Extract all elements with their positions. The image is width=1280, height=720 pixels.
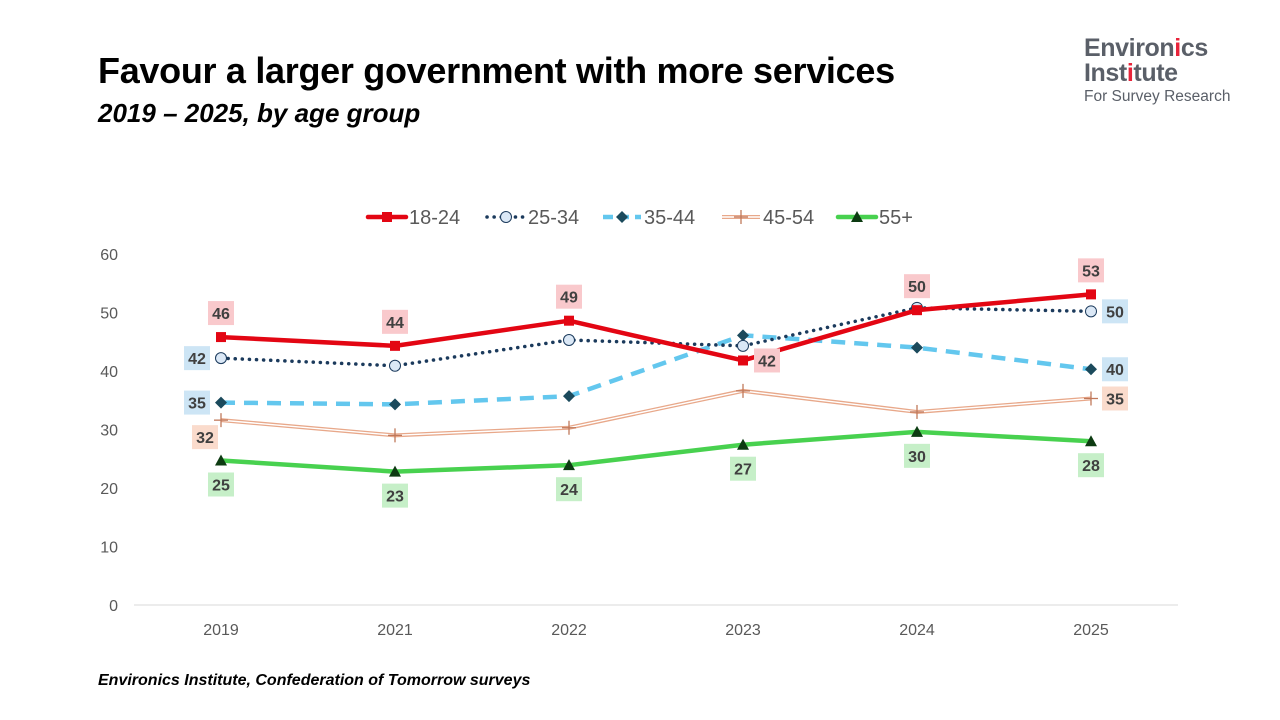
data-label-box bbox=[192, 425, 218, 450]
marker-square bbox=[1086, 289, 1096, 300]
chart-subtitle: 2019 – 2025, by age group bbox=[98, 98, 421, 128]
data-label: 42 bbox=[758, 353, 776, 370]
data-label-box bbox=[1078, 258, 1104, 283]
data-label: 53 bbox=[1082, 263, 1100, 280]
y-tick-label: 60 bbox=[100, 247, 118, 264]
marker-triangle bbox=[911, 425, 923, 437]
data-label-box bbox=[382, 309, 408, 334]
marker-circle bbox=[737, 339, 749, 352]
marker-diamond bbox=[737, 329, 749, 342]
marker-diamond bbox=[389, 398, 401, 411]
logo-text-environics: Environics bbox=[1084, 34, 1208, 62]
marker-square bbox=[390, 340, 400, 351]
data-label-box bbox=[1102, 386, 1128, 411]
logo-line-1: Environics bbox=[1084, 36, 1230, 61]
data-label-box bbox=[556, 477, 582, 502]
series-line-25-34 bbox=[219, 306, 1093, 368]
x-tick-label: 2025 bbox=[1073, 622, 1109, 639]
legend-label: 55+ bbox=[879, 207, 913, 229]
y-tick-label: 50 bbox=[100, 306, 118, 323]
environics-logo: Environics Institute For Survey Research bbox=[1084, 36, 1230, 107]
marker-square bbox=[738, 355, 748, 366]
marker-circle bbox=[1085, 305, 1097, 318]
marker-square bbox=[216, 332, 226, 343]
data-label-box bbox=[1102, 299, 1128, 324]
marker-diamond bbox=[1085, 363, 1097, 376]
marker-diamond bbox=[911, 341, 923, 354]
marker-triangle bbox=[215, 454, 227, 466]
data-label-box bbox=[1102, 357, 1128, 382]
data-label: 24 bbox=[560, 482, 578, 499]
series-line-45-54-outer bbox=[220, 388, 1092, 438]
x-tick-label: 2023 bbox=[725, 622, 761, 639]
data-label: 25 bbox=[212, 478, 230, 495]
source-note: Environics Institute, Confederation of T… bbox=[98, 672, 531, 689]
x-tick-label: 2022 bbox=[551, 622, 587, 639]
y-tick-label: 10 bbox=[100, 540, 118, 557]
data-label: 30 bbox=[908, 449, 926, 466]
series-line-18-24 bbox=[218, 292, 1094, 363]
marker-square bbox=[912, 305, 922, 316]
legend-label: 25-34 bbox=[528, 207, 579, 229]
y-tick-label: 20 bbox=[100, 481, 118, 498]
marker-triangle bbox=[737, 438, 749, 450]
data-label: 23 bbox=[386, 489, 404, 506]
data-label: 42 bbox=[188, 351, 206, 368]
data-label-box bbox=[730, 456, 756, 481]
data-label: 35 bbox=[188, 396, 206, 413]
data-label: 40 bbox=[1106, 362, 1124, 379]
y-tick-label: 40 bbox=[100, 364, 118, 381]
data-label-box bbox=[208, 301, 234, 326]
series-line-55plus bbox=[218, 429, 1094, 474]
data-label-box bbox=[1078, 453, 1104, 478]
data-label-box bbox=[184, 346, 210, 371]
data-label: 49 bbox=[560, 290, 578, 307]
marker-circle bbox=[500, 211, 512, 223]
marker-circle bbox=[389, 359, 401, 372]
marker-triangle bbox=[851, 211, 863, 222]
data-label-box bbox=[184, 390, 210, 415]
data-label-box bbox=[754, 348, 780, 373]
data-label: 28 bbox=[1082, 458, 1100, 475]
x-tick-label: 2021 bbox=[377, 622, 413, 639]
legend-label: 18-24 bbox=[409, 207, 460, 229]
data-label: 50 bbox=[908, 279, 926, 296]
x-tick-label: 2024 bbox=[899, 622, 935, 639]
chart-title: Favour a larger government with more ser… bbox=[98, 50, 895, 91]
series-line-45-54-inner bbox=[220, 390, 1092, 437]
marker-diamond bbox=[215, 396, 227, 409]
logo-line-3: For Survey Research bbox=[1084, 88, 1231, 105]
data-label-box bbox=[556, 284, 582, 309]
data-label: 35 bbox=[1106, 391, 1124, 408]
x-tick-label: 2019 bbox=[203, 622, 239, 639]
legend-label: 45-54 bbox=[763, 207, 814, 229]
logo-line-2: Institute bbox=[1084, 61, 1230, 86]
data-label: 32 bbox=[196, 430, 214, 447]
marker-triangle bbox=[389, 465, 401, 477]
y-tick-label: 0 bbox=[109, 598, 118, 615]
data-label-box bbox=[382, 483, 408, 508]
marker-circle bbox=[215, 352, 227, 365]
data-label: 50 bbox=[1106, 304, 1124, 321]
data-label: 27 bbox=[734, 462, 752, 479]
data-label-box bbox=[904, 443, 930, 468]
marker-square bbox=[564, 315, 574, 326]
marker-square bbox=[382, 212, 392, 222]
marker-circle bbox=[563, 333, 575, 346]
logo-text-institute: Institute bbox=[1084, 59, 1178, 87]
data-label: 46 bbox=[212, 306, 230, 323]
data-label-box bbox=[208, 472, 234, 497]
marker-diamond bbox=[616, 211, 628, 223]
marker-triangle bbox=[1085, 435, 1097, 447]
data-label-box bbox=[904, 274, 930, 299]
series-line-35-44 bbox=[220, 333, 1092, 407]
marker-triangle bbox=[563, 459, 575, 471]
data-label: 44 bbox=[386, 315, 404, 332]
y-tick-label: 30 bbox=[100, 423, 118, 440]
marker-diamond bbox=[563, 390, 575, 403]
legend-label: 35-44 bbox=[644, 207, 695, 229]
